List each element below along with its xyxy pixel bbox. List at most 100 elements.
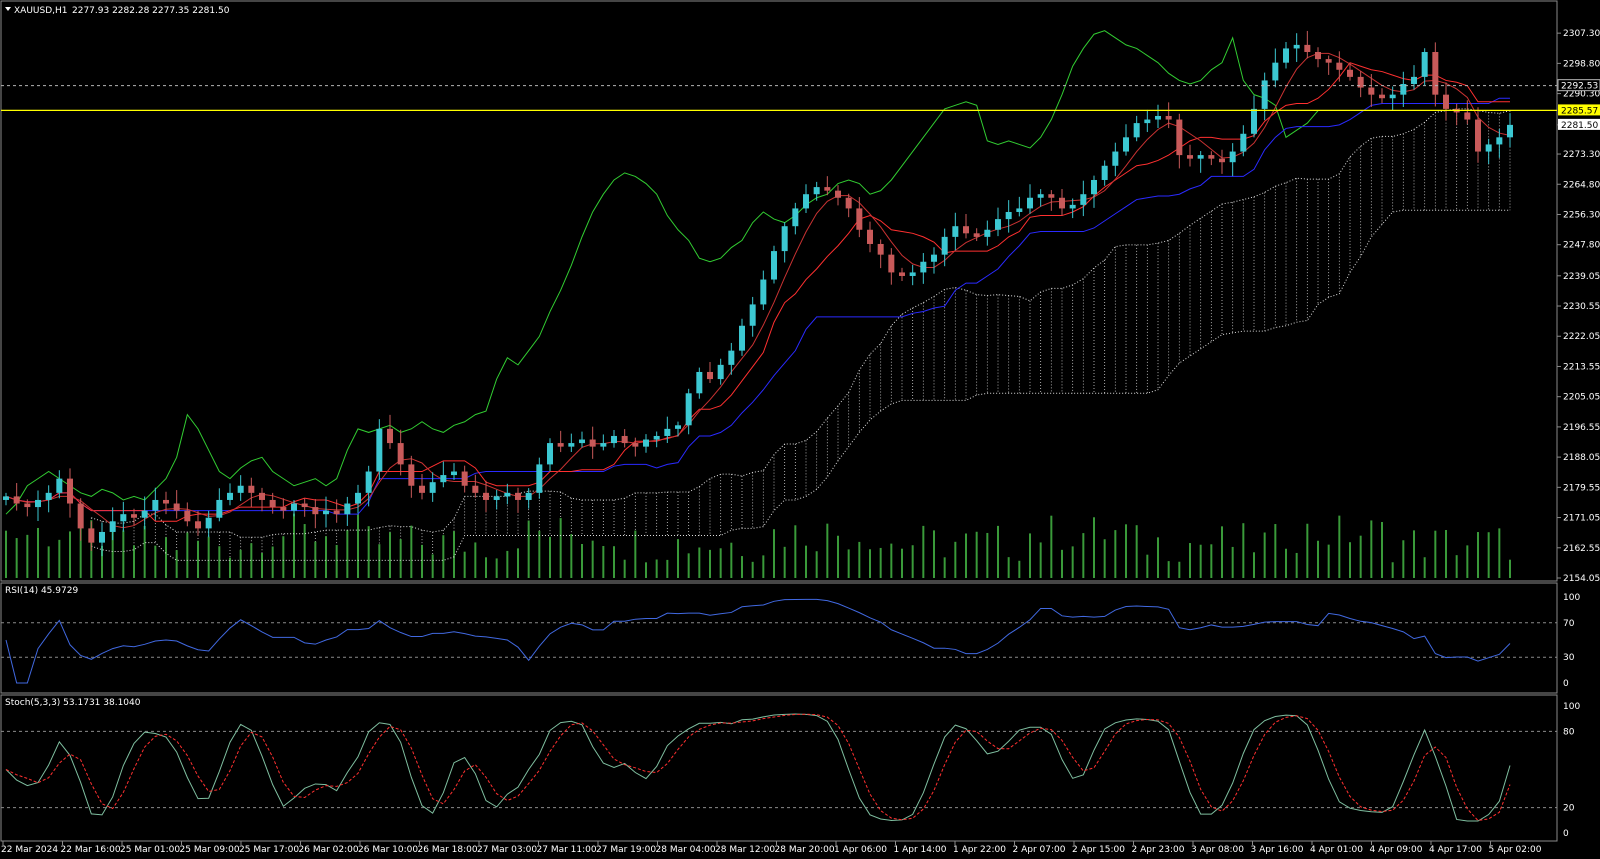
bear-candle[interactable]: [131, 514, 137, 518]
bear-candle[interactable]: [1315, 51, 1321, 60]
bear-candle[interactable]: [195, 521, 201, 529]
bull-candle[interactable]: [1421, 51, 1428, 77]
bear-candle[interactable]: [963, 226, 969, 234]
bear-candle[interactable]: [1176, 119, 1183, 156]
bull-candle[interactable]: [760, 279, 767, 305]
bear-candle[interactable]: [397, 443, 404, 465]
bear-candle[interactable]: [248, 485, 255, 493]
bear-candle[interactable]: [387, 428, 393, 444]
bull-candle[interactable]: [1037, 194, 1044, 198]
bull-candle[interactable]: [579, 439, 585, 444]
bull-candle[interactable]: [909, 272, 916, 276]
bear-candle[interactable]: [1187, 155, 1193, 159]
bull-candle[interactable]: [355, 492, 361, 504]
bear-candle[interactable]: [88, 528, 95, 543]
bear-candle[interactable]: [515, 492, 521, 500]
bear-candle[interactable]: [1336, 62, 1343, 70]
bull-candle[interactable]: [536, 464, 543, 493]
bull-candle[interactable]: [1251, 108, 1257, 134]
bull-candle[interactable]: [749, 304, 756, 326]
bear-candle[interactable]: [845, 197, 852, 209]
bull-candle[interactable]: [3, 496, 9, 500]
bull-candle[interactable]: [1016, 208, 1023, 212]
bull-candle[interactable]: [792, 208, 799, 227]
bear-candle[interactable]: [461, 471, 468, 486]
bear-candle[interactable]: [1379, 94, 1385, 99]
bull-candle[interactable]: [227, 492, 233, 500]
bear-candle[interactable]: [173, 503, 180, 511]
bear-candle[interactable]: [1347, 69, 1353, 77]
bull-candle[interactable]: [120, 514, 127, 522]
bull-candle[interactable]: [739, 325, 745, 351]
bear-candle[interactable]: [1475, 119, 1481, 152]
bull-candle[interactable]: [1240, 133, 1247, 152]
bull-candle[interactable]: [941, 236, 948, 255]
bull-candle[interactable]: [205, 517, 212, 529]
bear-candle[interactable]: [1208, 155, 1215, 159]
bull-candle[interactable]: [493, 496, 500, 500]
bull-candle[interactable]: [109, 521, 116, 532]
bull-candle[interactable]: [1485, 144, 1492, 152]
bull-candle[interactable]: [365, 471, 372, 493]
bull-candle[interactable]: [653, 435, 660, 440]
bull-candle[interactable]: [952, 226, 959, 237]
bear-candle[interactable]: [835, 190, 841, 198]
dropdown-triangle-icon[interactable]: [5, 7, 11, 11]
bull-candle[interactable]: [803, 194, 809, 209]
bull-candle[interactable]: [1005, 211, 1012, 220]
bull-candle[interactable]: [1133, 123, 1140, 138]
bear-candle[interactable]: [856, 208, 863, 230]
bull-candle[interactable]: [1123, 137, 1129, 152]
bear-candle[interactable]: [472, 485, 479, 493]
bear-candle[interactable]: [408, 464, 415, 486]
bull-candle[interactable]: [237, 485, 244, 493]
bull-candle[interactable]: [1112, 151, 1119, 166]
bull-candle[interactable]: [664, 428, 671, 436]
bear-candle[interactable]: [1464, 112, 1471, 120]
stoch-main-line[interactable]: [5, 713, 1511, 822]
bull-candle[interactable]: [781, 226, 788, 252]
bull-candle[interactable]: [376, 428, 383, 472]
bear-candle[interactable]: [1443, 94, 1449, 109]
bull-candle[interactable]: [344, 503, 351, 515]
bull-candle[interactable]: [1283, 48, 1289, 63]
bear-candle[interactable]: [333, 510, 340, 515]
bull-candle[interactable]: [547, 443, 553, 465]
bear-candle[interactable]: [877, 243, 884, 255]
bull-candle[interactable]: [152, 499, 159, 511]
bear-candle[interactable]: [301, 503, 308, 508]
bear-candle[interactable]: [483, 492, 489, 500]
bear-candle[interactable]: [589, 439, 596, 447]
bull-candle[interactable]: [1507, 124, 1513, 138]
bull-candle[interactable]: [1293, 44, 1300, 49]
rsi-indicator[interactable]: [1, 598, 1557, 684]
bull-candle[interactable]: [984, 229, 991, 237]
bear-candle[interactable]: [163, 499, 169, 504]
bear-candle[interactable]: [824, 187, 831, 191]
stoch-signal-line[interactable]: [5, 713, 1511, 822]
bull-candle[interactable]: [451, 471, 457, 476]
bull-candle[interactable]: [216, 499, 223, 518]
bull-candle[interactable]: [1261, 80, 1268, 109]
bull-candle[interactable]: [1155, 115, 1161, 120]
bear-candle[interactable]: [13, 496, 20, 504]
bear-candle[interactable]: [77, 503, 84, 529]
bull-candle[interactable]: [1400, 83, 1407, 95]
bull-candle[interactable]: [1272, 62, 1279, 81]
bull-candle[interactable]: [525, 492, 532, 500]
bear-candle[interactable]: [419, 485, 425, 493]
bear-candle[interactable]: [867, 229, 873, 244]
bear-candle[interactable]: [1432, 51, 1439, 95]
bull-candle[interactable]: [568, 443, 575, 447]
bear-candle[interactable]: [707, 371, 713, 380]
bull-candle[interactable]: [429, 482, 436, 493]
bear-candle[interactable]: [67, 478, 73, 504]
bull-candle[interactable]: [600, 443, 607, 447]
bear-candle[interactable]: [312, 507, 319, 515]
bull-candle[interactable]: [99, 531, 105, 543]
bull-candle[interactable]: [1069, 204, 1076, 209]
stochastic-indicator[interactable]: [1, 713, 1557, 822]
bear-candle[interactable]: [1368, 87, 1375, 95]
bull-candle[interactable]: [291, 503, 297, 511]
